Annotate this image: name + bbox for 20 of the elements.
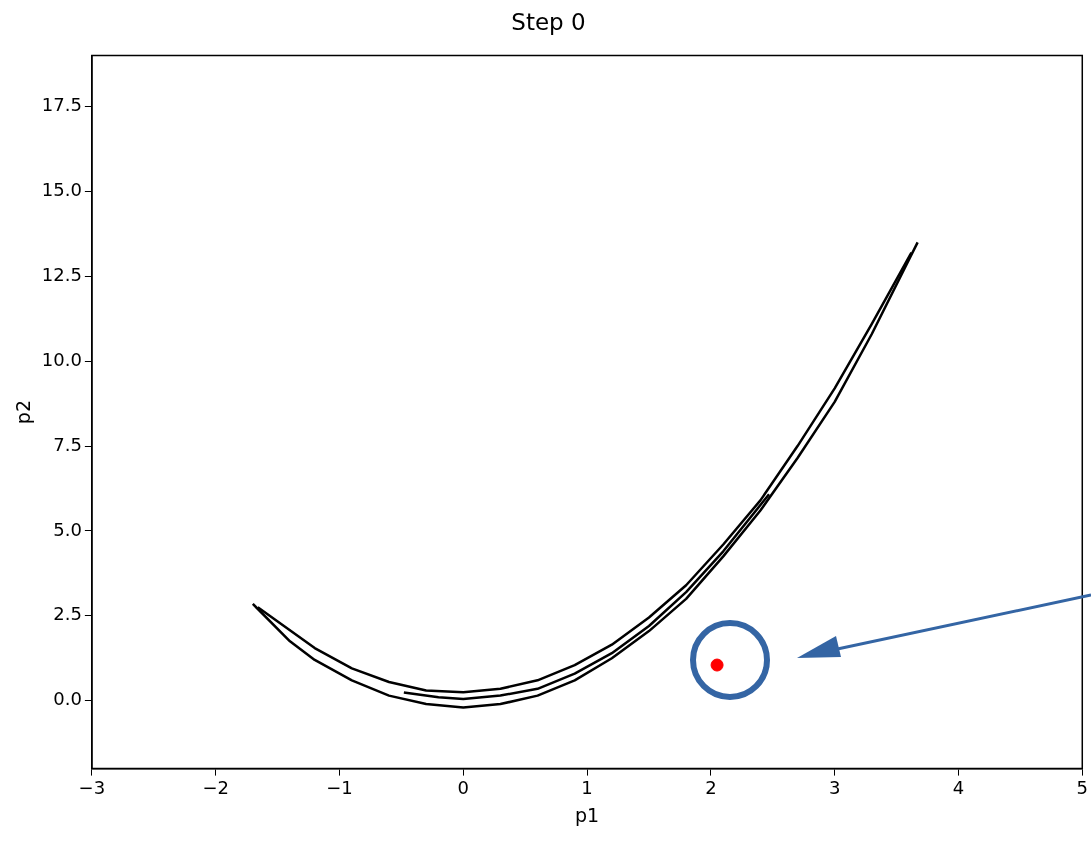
- x-tick-label: 5: [1076, 777, 1088, 799]
- x-axis-title: p1: [575, 803, 600, 826]
- y-tick-label: 0.0: [53, 688, 82, 710]
- y-tick-label: 7.5: [53, 433, 82, 455]
- x-tick-label: −2: [202, 777, 229, 799]
- y-tick-label: 2.5: [53, 603, 82, 625]
- x-tick-label: 3: [828, 777, 841, 799]
- y-axis-title: p2: [12, 400, 35, 425]
- y-tick-label: 5.0: [53, 518, 82, 540]
- y-tick-label: 12.5: [41, 263, 82, 285]
- x-tick-label: −3: [78, 777, 106, 799]
- y-tick-label: 17.5: [41, 94, 82, 116]
- chart-title: Step 0: [511, 8, 586, 35]
- x-tick-label: 1: [581, 777, 593, 799]
- y-tick-label: 15.0: [41, 179, 82, 201]
- x-tick-label: 0: [457, 777, 469, 799]
- x-tick-label: 2: [705, 777, 717, 799]
- x-tick-label: −1: [326, 777, 353, 799]
- y-tick-label: 10.0: [41, 348, 82, 370]
- x-tick-label: 4: [952, 777, 965, 799]
